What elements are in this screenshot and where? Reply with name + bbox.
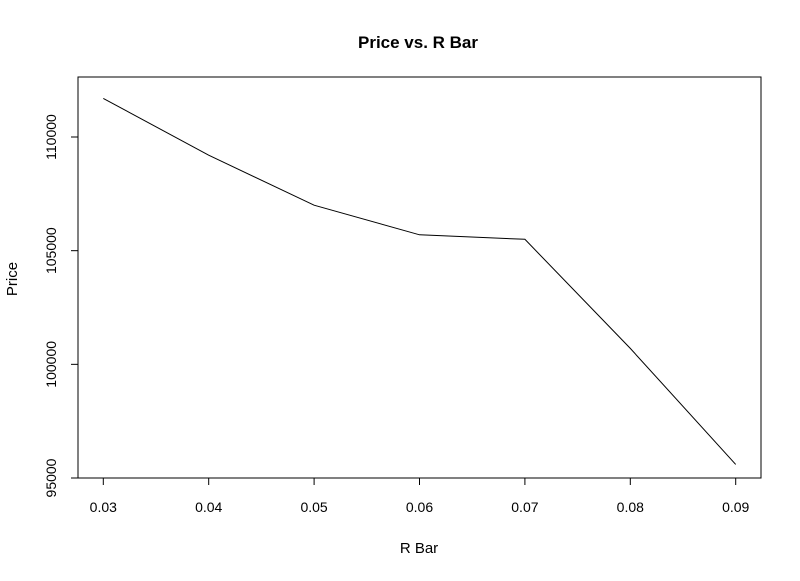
x-tick-label: 0.03 [90,499,117,515]
x-tick-label: 0.05 [300,499,327,515]
y-axis: 95000 100000 105000 110000 [43,114,79,497]
x-tick-label: 0.07 [511,499,538,515]
y-axis-label: Price [4,262,21,296]
x-axis: 0.03 0.04 0.05 0.06 0.07 0.08 0.09 [90,477,750,515]
x-tick-label: 0.09 [722,499,749,515]
x-tick-label: 0.04 [195,499,222,515]
y-tick-label: 110000 [43,114,59,160]
x-tick-label: 0.08 [617,499,644,515]
series-layer [103,97,737,465]
x-axis-label: R Bar [400,540,438,557]
series-line [103,97,737,465]
chart-title: Price vs. R Bar [358,33,478,52]
y-tick-label: 105000 [43,227,59,274]
x-tick-label: 0.06 [406,499,433,515]
y-tick-label: 95000 [43,458,59,497]
plot-frame [77,76,762,479]
y-tick-label: 100000 [43,341,59,388]
